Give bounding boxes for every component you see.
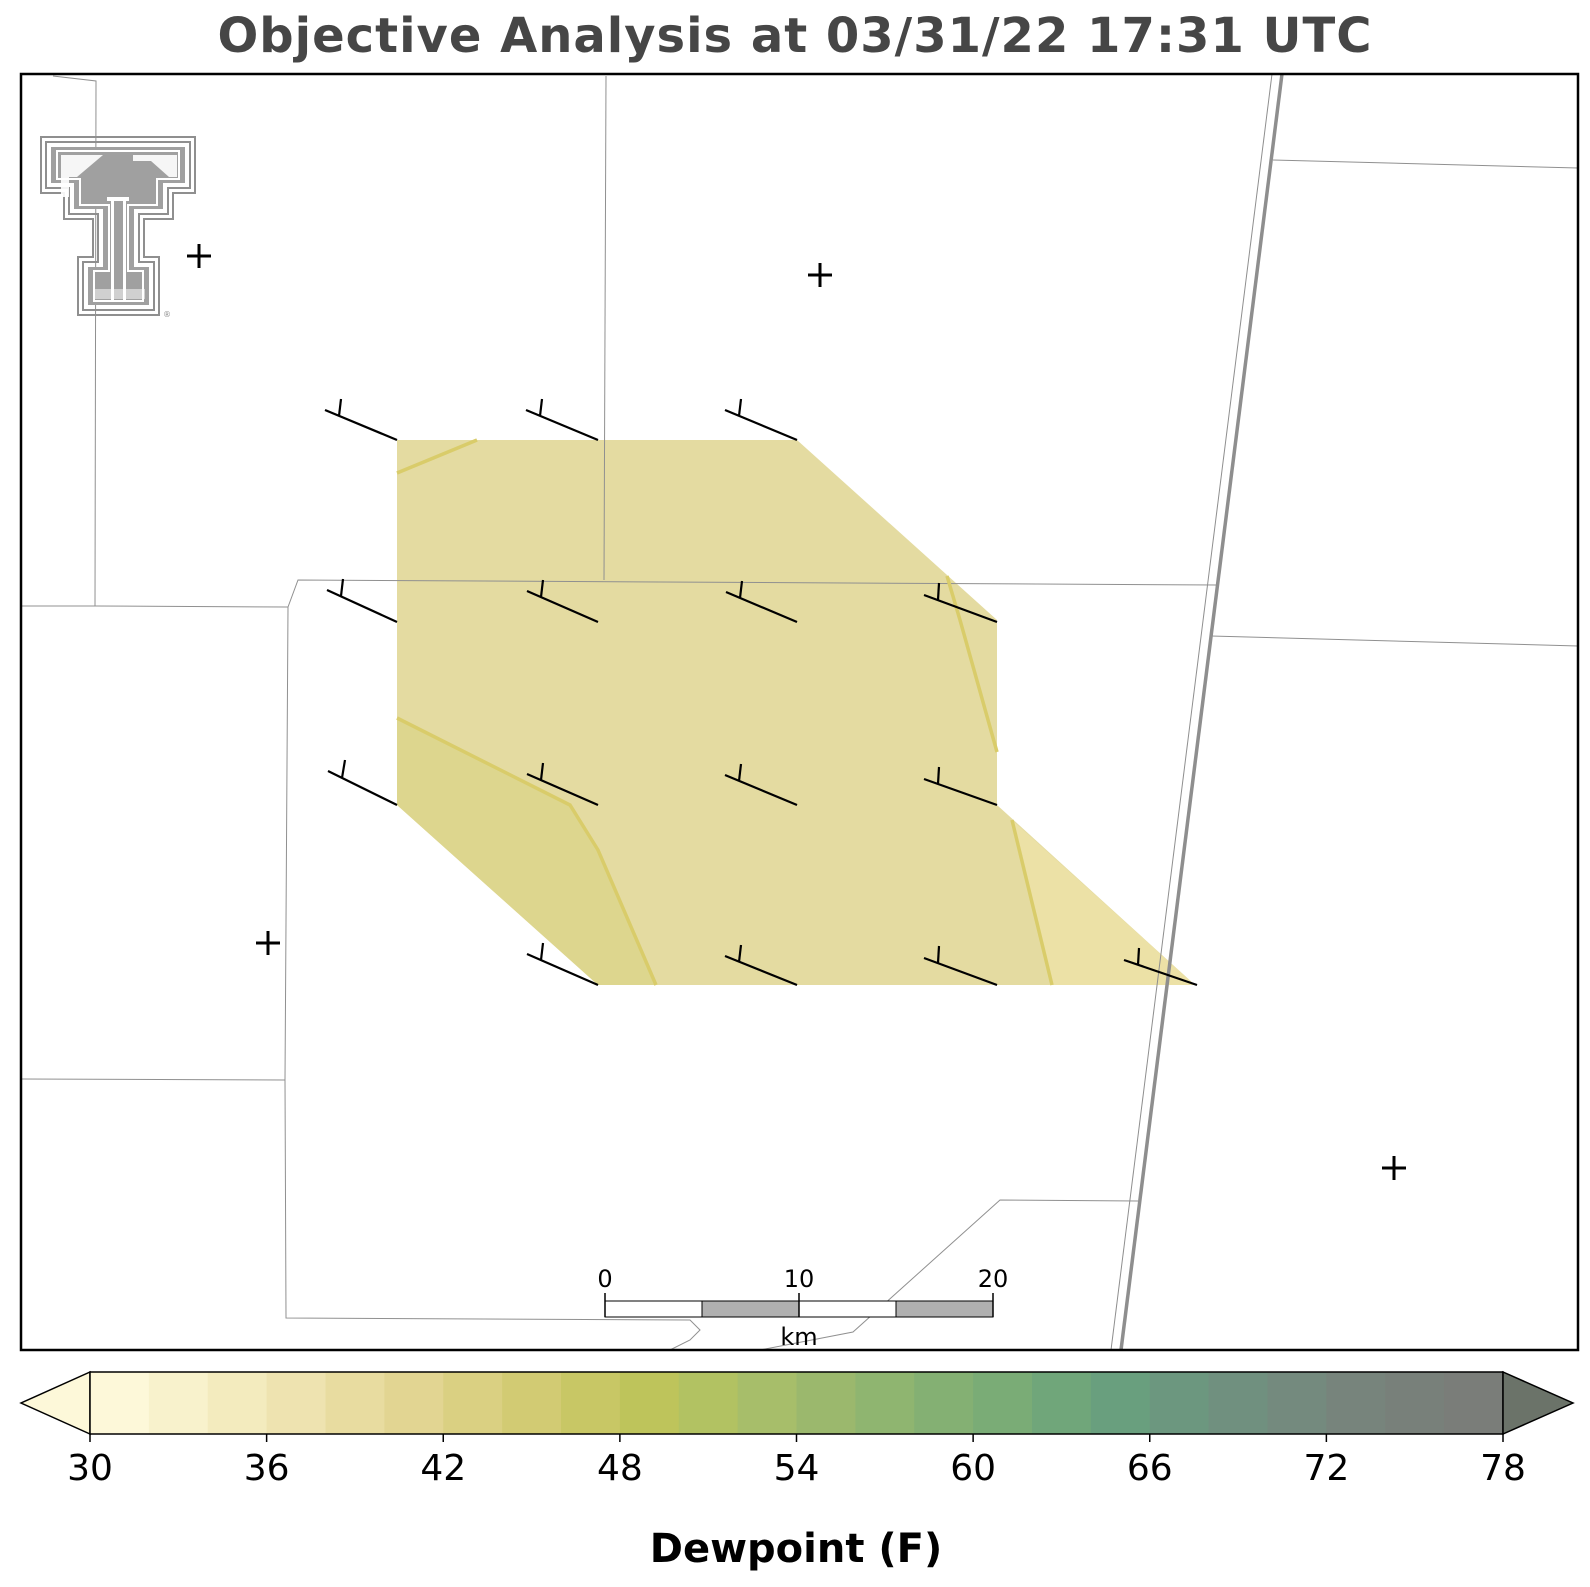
map-title: Objective Analysis at 03/31/22 17:31 UTC [217,8,1373,64]
plus-icon [808,263,832,287]
colorbar-bin [855,1372,915,1434]
wind-barb-icon [526,762,599,807]
colorbar-bin [384,1372,444,1434]
wind-barb-icon [923,582,998,624]
colorbar-bin [914,1372,974,1434]
texas-tech-double-t-logo: ® [40,136,196,319]
plus-icon [256,931,280,955]
colorbar-tick-label: 78 [1480,1448,1526,1489]
colorbar-ticks: 30 36 42 48 54 60 66 72 78 [67,1434,1526,1489]
colorbar-bin [207,1372,268,1434]
colorbar-tick-label: 72 [1303,1448,1349,1489]
wind-barb-icon [525,398,599,442]
dewpoint-contours [396,438,1054,986]
analysis-shading-dry-corner [397,718,656,985]
colorbar-under-arrow [19,1370,91,1436]
colorbar-bin [619,1372,680,1434]
colorbar-bin [678,1372,739,1434]
colorbar-bin [1267,1372,1327,1434]
colorbar-bin [502,1372,562,1434]
map-panel[interactable]: ® 0 10 20 km [21,74,1578,1351]
wind-barb-icon [725,580,798,624]
wind-barb-icon [1123,947,1198,987]
scale-unit: km [780,1323,817,1351]
colorbar-bin [1444,1372,1504,1434]
scale-label-0: 0 [597,1265,612,1293]
colorbar-bin [1208,1372,1269,1434]
colorbar: 30 36 42 48 54 60 66 72 78 Dewpoint (F) [19,1370,1575,1572]
colorbar-bin [266,1372,327,1434]
colorbar-bin [1032,1372,1092,1434]
state-boundary [1110,74,1284,1350]
wind-barb-icon [923,945,998,987]
colorbar-title: Dewpoint (F) [650,1526,943,1572]
colorbar-bin [973,1372,1033,1434]
scale-bar: 0 10 20 km [597,1265,1009,1351]
colorbar-bin [1090,1372,1151,1434]
colorbar-tick-label: 30 [67,1448,113,1489]
svg-text:®: ® [163,310,171,319]
colorbar-bin [1149,1372,1210,1434]
wind-barbs [324,398,1198,987]
county-boundaries [21,75,1578,1350]
colorbar-boxes [89,1371,1504,1435]
colorbar-bin [443,1372,503,1434]
colorbar-tick-label: 48 [597,1448,643,1489]
colorbar-bin [1326,1372,1386,1434]
wind-barb-icon [324,398,398,442]
colorbar-tick-label: 60 [950,1448,996,1489]
wind-barb-icon [526,942,599,987]
colorbar-tick-label: 36 [244,1448,290,1489]
scale-label-10: 10 [784,1265,815,1293]
colorbar-tick-label: 42 [420,1448,466,1489]
station-markers [187,244,1406,1180]
wind-barb-icon [327,759,398,806]
colorbar-bin [148,1372,209,1434]
wind-barb-icon [724,763,798,807]
colorbar-bin [1385,1372,1445,1434]
map-frame [19,72,1580,1352]
colorbar-tick-label: 54 [774,1448,820,1489]
colorbar-bin [90,1372,150,1434]
plus-icon [1382,1156,1406,1180]
wind-barb-icon [326,578,398,624]
colorbar-tick-label: 66 [1127,1448,1173,1489]
colorbar-over-arrow [1502,1370,1575,1436]
colorbar-bin [737,1372,798,1434]
wind-barb-icon [724,398,798,442]
colorbar-bin [325,1372,385,1434]
colorbar-bin [561,1372,621,1434]
analysis-shading-east [1012,820,1195,985]
wind-barb-icon [923,766,998,807]
wind-barb-icon [724,944,798,987]
plus-icon [187,244,211,268]
colorbar-bin [796,1372,856,1434]
wind-barb-icon [526,579,599,624]
scale-label-20: 20 [978,1265,1009,1293]
